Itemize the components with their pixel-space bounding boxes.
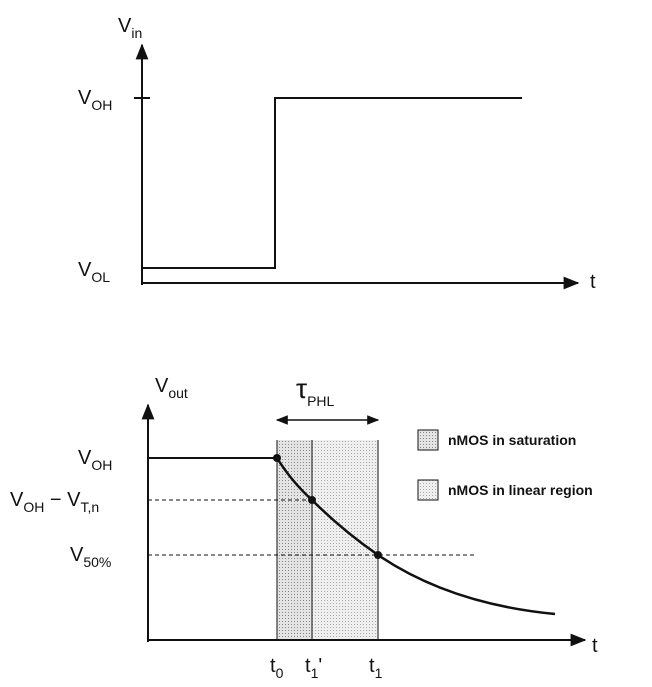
level-label: VOH − VT,n	[10, 489, 99, 515]
y-label: Vout	[155, 375, 188, 401]
legend-swatch	[418, 480, 438, 500]
time-label: t1	[369, 655, 383, 681]
legend-swatch	[418, 430, 438, 450]
x-label: t	[590, 271, 596, 293]
level-label: VOH	[78, 87, 112, 113]
legend-label: nMOS in linear region	[448, 482, 593, 498]
time-label: t1'	[305, 655, 322, 681]
x-label: t	[592, 635, 598, 657]
y-label: Vin	[118, 15, 142, 41]
saturation-region	[277, 440, 312, 640]
delay-label: τPHL	[296, 373, 335, 409]
input-plot	[134, 45, 578, 285]
linear-region	[312, 440, 378, 640]
input-signal	[142, 98, 522, 268]
level-label: V50%	[70, 544, 111, 570]
level-label: VOH	[78, 447, 112, 473]
legend-label: nMOS in saturation	[448, 432, 576, 448]
time-label: t0	[270, 655, 284, 681]
level-label: VOL	[78, 259, 110, 285]
diagram: Vin t VOH VOL Vout t τPHL VOH VOH − VT,n…	[0, 0, 652, 687]
